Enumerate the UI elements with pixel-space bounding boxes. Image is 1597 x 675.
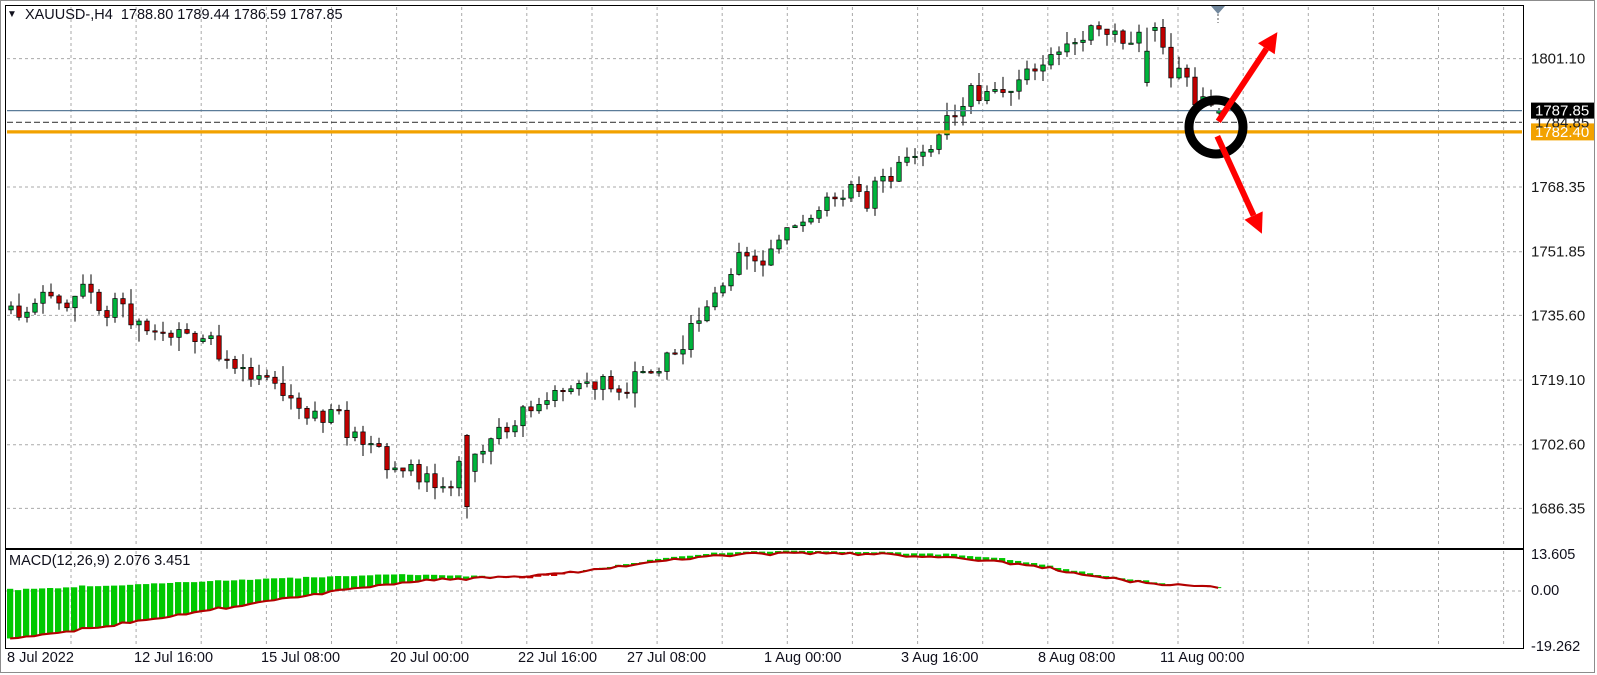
svg-text:1 Aug 00:00: 1 Aug 00:00 xyxy=(764,650,841,666)
svg-text:1719.10: 1719.10 xyxy=(1531,372,1585,389)
svg-text:1686.35: 1686.35 xyxy=(1531,500,1585,517)
svg-text:15 Jul 08:00: 15 Jul 08:00 xyxy=(261,650,340,666)
svg-text:8 Jul 2022: 8 Jul 2022 xyxy=(7,650,74,666)
svg-text:1751.85: 1751.85 xyxy=(1531,244,1585,261)
svg-text:1768.35: 1768.35 xyxy=(1531,179,1585,196)
svg-text:11 Aug 00:00: 11 Aug 00:00 xyxy=(1160,650,1244,666)
svg-text:13.605: 13.605 xyxy=(1531,547,1575,563)
svg-text:20 Jul 00:00: 20 Jul 00:00 xyxy=(390,650,469,666)
svg-text:1702.60: 1702.60 xyxy=(1531,437,1585,454)
svg-text:27 Jul 08:00: 27 Jul 08:00 xyxy=(627,650,706,666)
svg-text:8 Aug 08:00: 8 Aug 08:00 xyxy=(1038,650,1115,666)
svg-text:0.00: 0.00 xyxy=(1531,583,1559,599)
svg-text:-19.262: -19.262 xyxy=(1531,639,1580,655)
svg-text:12 Jul 16:00: 12 Jul 16:00 xyxy=(134,650,213,666)
svg-text:1784.85: 1784.85 xyxy=(1535,114,1589,131)
svg-text:1735.60: 1735.60 xyxy=(1531,307,1585,324)
svg-text:1801.10: 1801.10 xyxy=(1531,51,1585,68)
svg-text:22 Jul 16:00: 22 Jul 16:00 xyxy=(518,650,597,666)
svg-text:3 Aug 16:00: 3 Aug 16:00 xyxy=(901,650,978,666)
